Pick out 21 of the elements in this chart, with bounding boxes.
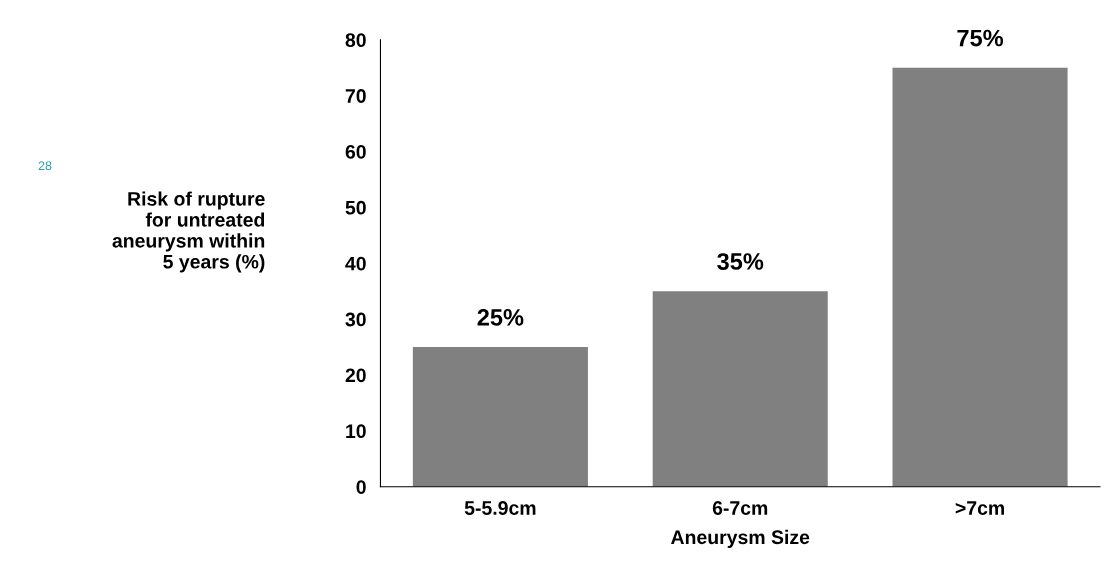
y-tick-label: 20 bbox=[345, 368, 366, 383]
bar bbox=[652, 291, 828, 487]
data-label: 75% bbox=[957, 29, 1004, 47]
y-tick-label: 30 bbox=[345, 312, 366, 327]
y-tick-label: 60 bbox=[345, 144, 366, 159]
x-tick-label: 5-5.9cm bbox=[464, 501, 536, 515]
y-axis-title: Risk of rupture for untreated aneurysm within 5 years (%) bbox=[112, 191, 265, 273]
x-tick-label: 6-7cm bbox=[712, 501, 768, 515]
y-tick-label: 40 bbox=[345, 256, 366, 271]
y-tick-label: 10 bbox=[346, 424, 366, 439]
x-axis-title: Aneurysm Size bbox=[671, 529, 810, 548]
text: 28 bbox=[38, 161, 52, 171]
data-label: 35% bbox=[717, 253, 764, 270]
y-tick-label: 0 bbox=[356, 480, 366, 494]
data-label: 25% bbox=[477, 309, 524, 326]
bar bbox=[892, 67, 1068, 487]
y-tick-label: 50 bbox=[345, 200, 366, 215]
y-tick-label: 80 bbox=[345, 33, 366, 48]
y-tick-label: 70 bbox=[345, 89, 366, 103]
x-tick-label: >7cm bbox=[955, 501, 1004, 515]
bar bbox=[412, 347, 588, 487]
